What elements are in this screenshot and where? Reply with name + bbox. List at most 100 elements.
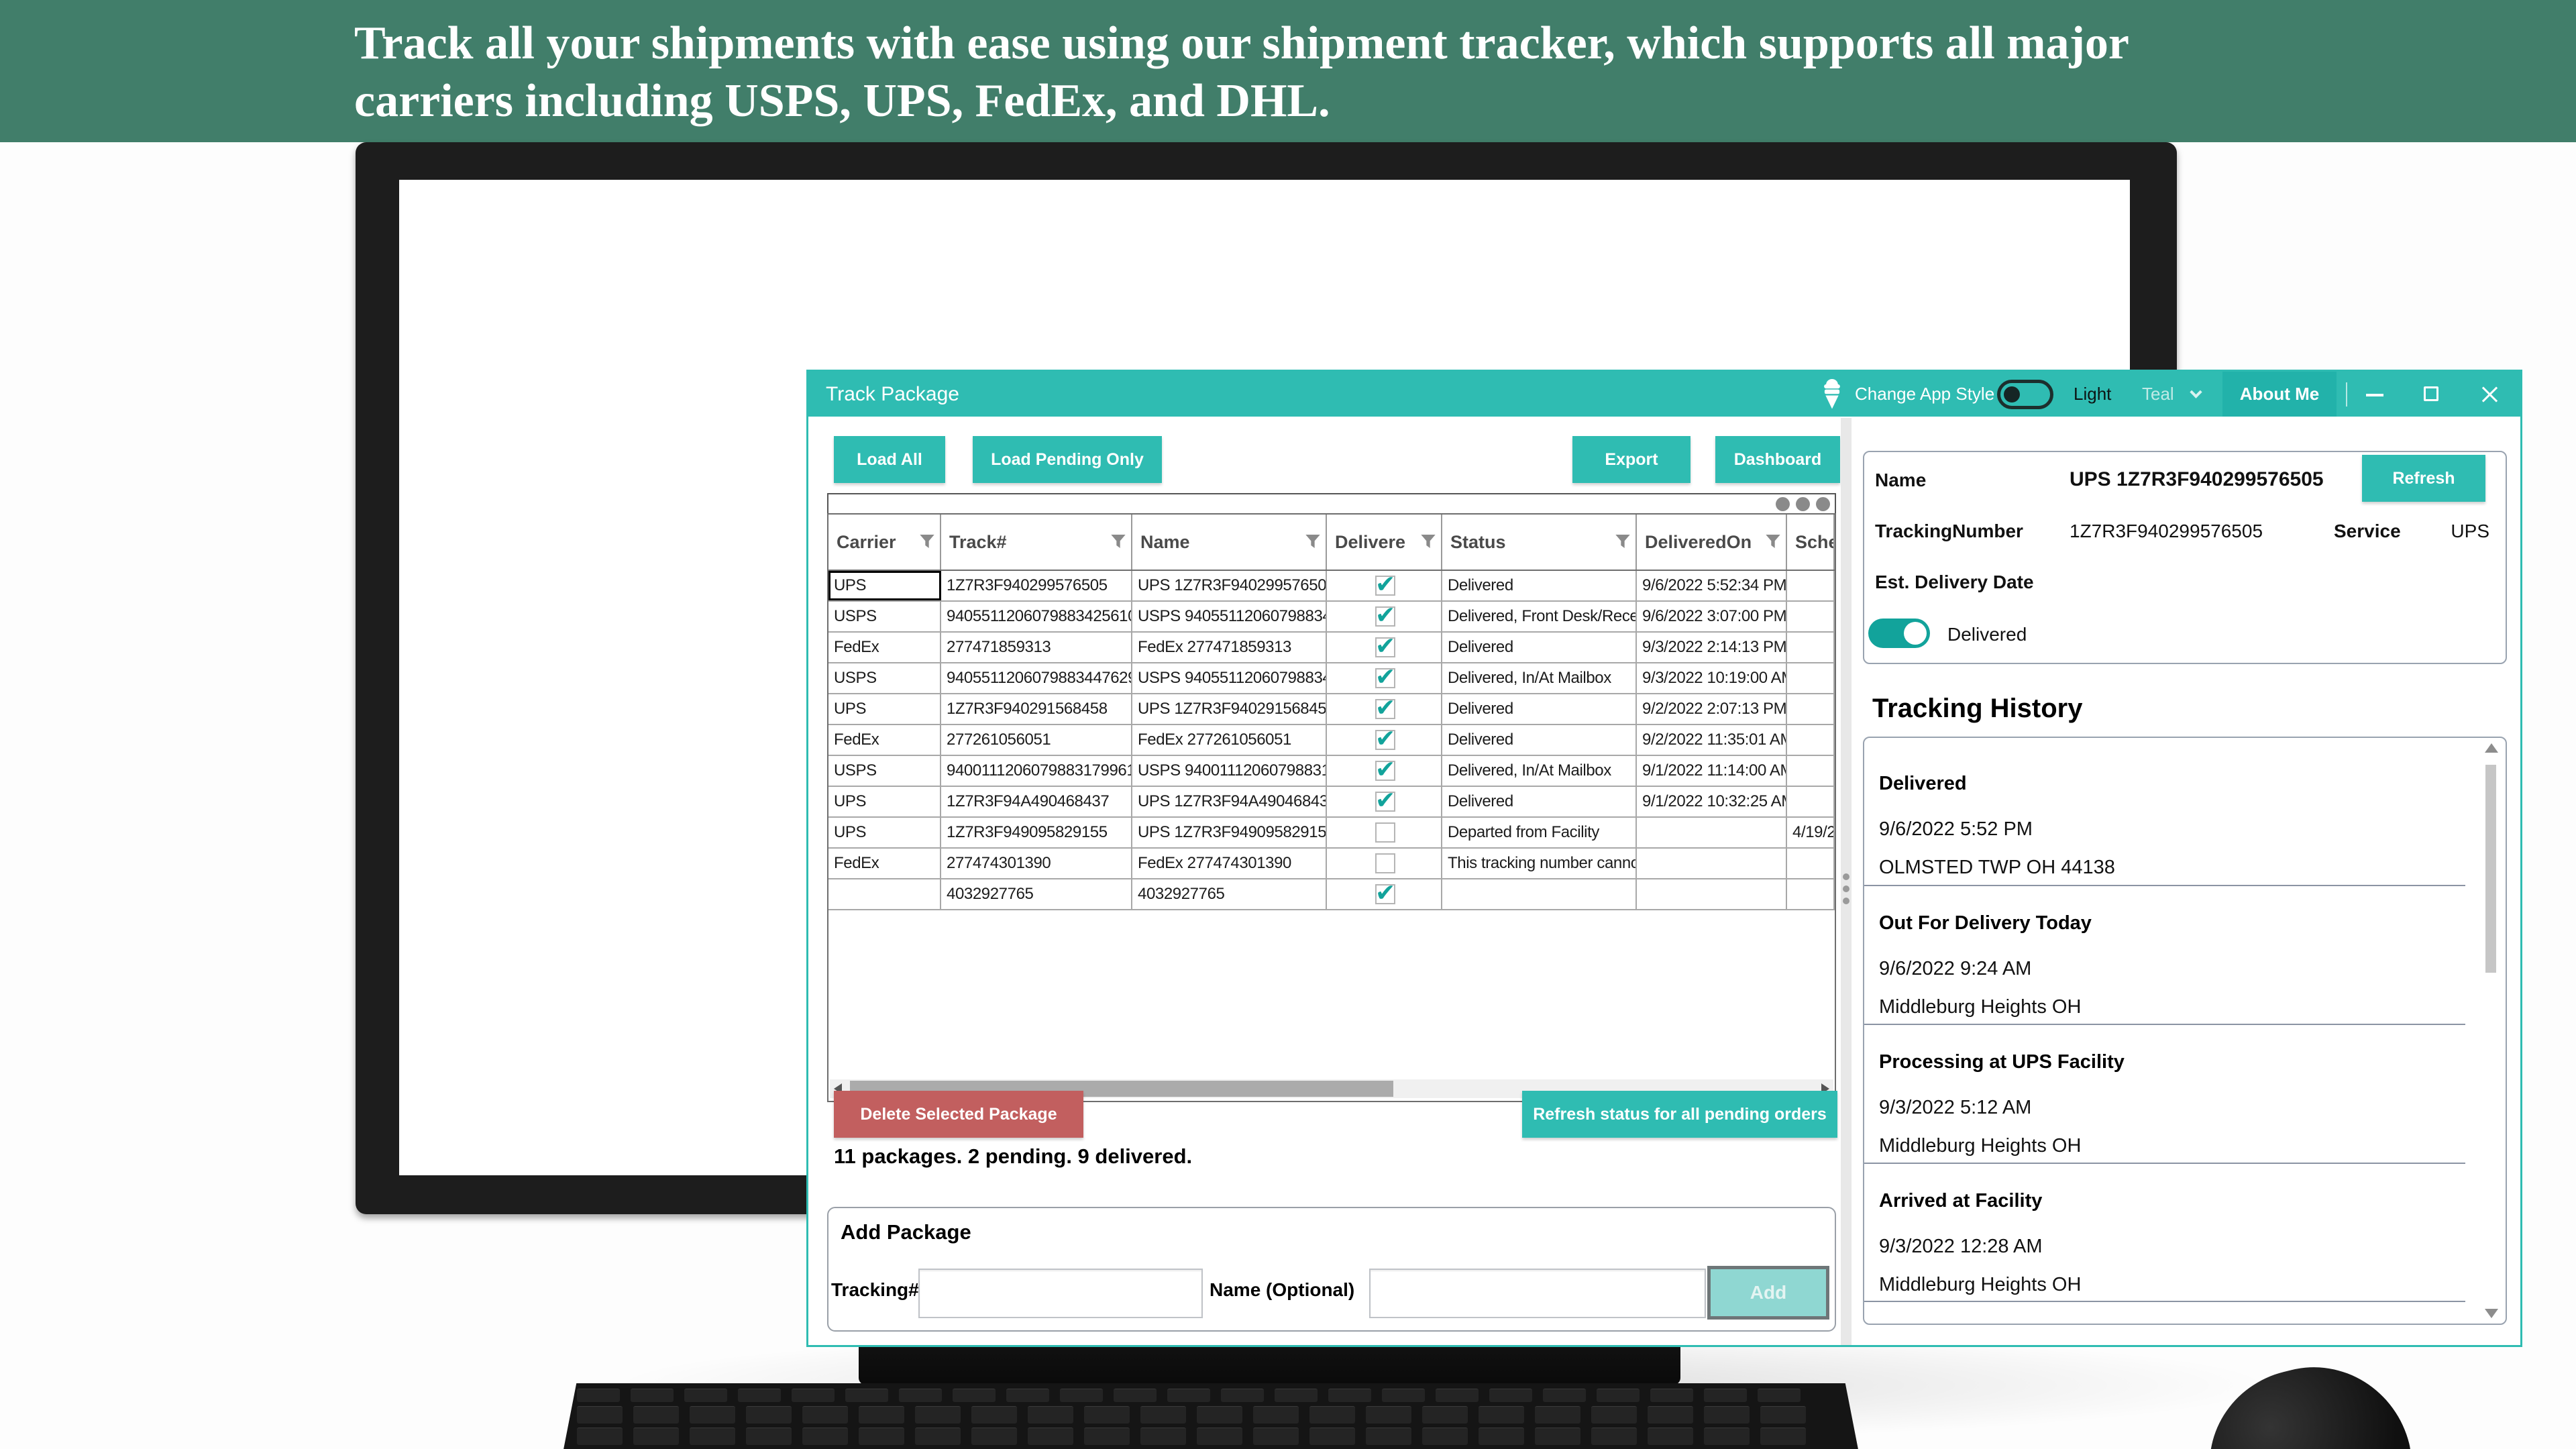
cell-name[interactable]: UPS 1Z7R3F940299576505 — [1132, 571, 1327, 600]
cell-track[interactable]: 1Z7R3F94A490468437 — [941, 787, 1132, 816]
package-name-input[interactable] — [1369, 1269, 1706, 1318]
cell-track[interactable]: 1Z7R3F949095829155 — [941, 818, 1132, 847]
cell-status[interactable]: Delivered — [1442, 725, 1637, 755]
cell-status[interactable]: Delivered — [1442, 787, 1637, 816]
cell-scheduled[interactable]: 4/19/2 — [1787, 818, 1835, 847]
cell-carrier[interactable]: USPS — [828, 602, 941, 631]
cell-delivered-on[interactable] — [1637, 879, 1787, 909]
cell-delivered-on[interactable]: 9/6/2022 5:52:34 PM — [1637, 571, 1787, 600]
minimize-icon[interactable] — [2366, 394, 2383, 396]
delivered-checkbox[interactable]: ✔ — [1375, 725, 1395, 752]
delivered-checkbox[interactable] — [1375, 822, 1395, 843]
cell-carrier[interactable]: UPS — [828, 571, 941, 600]
vertical-scrollbar-thumb[interactable] — [2485, 765, 2496, 973]
cell-name[interactable]: USPS 940011120607988317 — [1132, 756, 1327, 786]
add-package-button[interactable]: Add — [1707, 1266, 1829, 1320]
table-row[interactable]: FedEx 277471859313 FedEx 277471859313 ✔ Deli… — [828, 633, 1835, 663]
delivered-toggle[interactable] — [1868, 619, 1930, 648]
about-me-button[interactable]: About Me — [2222, 372, 2337, 417]
column-header-delivere[interactable]: Delivere — [1327, 515, 1442, 570]
table-row[interactable]: USPS 9405511206079883447629 USPS 940551120… — [828, 663, 1835, 694]
refresh-all-pending-button[interactable]: Refresh status for all pending orders — [1522, 1091, 1837, 1138]
table-row[interactable]: FedEx 277474301390 FedEx 277474301390 This … — [828, 849, 1835, 879]
cell-name[interactable]: UPS 1Z7R3F949095829155 — [1132, 818, 1327, 847]
maximize-icon[interactable] — [2424, 386, 2438, 401]
cell-name[interactable]: UPS 1Z7R3F94A490468437 — [1132, 787, 1327, 816]
cell-status[interactable]: Delivered — [1442, 633, 1637, 662]
dashboard-button[interactable]: Dashboard — [1715, 436, 1840, 483]
cell-scheduled[interactable] — [1787, 879, 1835, 909]
filter-funnel-icon[interactable] — [920, 532, 934, 553]
cell-name[interactable]: USPS 940551120607988344 — [1132, 663, 1327, 693]
cell-track[interactable]: 1Z7R3F940299576505 — [941, 571, 1132, 600]
column-header-track#[interactable]: Track# — [941, 515, 1132, 570]
cell-delivered-on[interactable] — [1637, 849, 1787, 878]
delivered-checkbox[interactable]: ✔ — [1375, 787, 1395, 814]
cell-scheduled[interactable] — [1787, 725, 1835, 755]
cell-carrier[interactable]: UPS — [828, 818, 941, 847]
cell-delivered-on[interactable] — [1637, 818, 1787, 847]
cell-status[interactable]: Delivered — [1442, 694, 1637, 724]
delivered-checkbox[interactable]: ✔ — [1375, 756, 1395, 783]
delivered-checkbox[interactable] — [1375, 853, 1395, 873]
cell-status[interactable]: Departed from Facility — [1442, 818, 1637, 847]
refresh-button[interactable]: Refresh — [2362, 455, 2485, 502]
theme-select-value[interactable]: Teal — [2142, 384, 2174, 404]
cell-carrier[interactable]: FedEx — [828, 725, 941, 755]
load-all-button[interactable]: Load All — [834, 436, 945, 483]
column-header-status[interactable]: Status — [1442, 515, 1637, 570]
cell-name[interactable]: FedEx 277471859313 — [1132, 633, 1327, 662]
load-pending-only-button[interactable]: Load Pending Only — [973, 436, 1162, 483]
vertical-scrollbar[interactable] — [2483, 742, 2500, 1320]
chevron-down-icon[interactable] — [2190, 386, 2202, 398]
cell-scheduled[interactable] — [1787, 633, 1835, 662]
cell-delivered-on[interactable]: 9/3/2022 10:19:00 AM — [1637, 663, 1787, 693]
export-button[interactable]: Export — [1572, 436, 1690, 483]
column-header-deliveredon[interactable]: DeliveredOn — [1637, 515, 1787, 570]
cell-delivered-on[interactable]: 9/2/2022 2:07:13 PM — [1637, 694, 1787, 724]
grid-options-bar[interactable] — [827, 493, 1836, 515]
cell-scheduled[interactable] — [1787, 571, 1835, 600]
cell-track[interactable]: 277471859313 — [941, 633, 1132, 662]
filter-funnel-icon[interactable] — [1305, 532, 1320, 553]
filter-funnel-icon[interactable] — [1766, 532, 1780, 553]
close-icon[interactable] — [2480, 384, 2500, 405]
cell-status[interactable]: Delivered, In/At Mailbox — [1442, 663, 1637, 693]
cell-track[interactable]: 277261056051 — [941, 725, 1132, 755]
cell-scheduled[interactable] — [1787, 849, 1835, 878]
delivered-checkbox[interactable]: ✔ — [1375, 694, 1395, 721]
cell-delivered-on[interactable]: 9/1/2022 10:32:25 AM — [1637, 787, 1787, 816]
theme-toggle[interactable] — [1997, 380, 2053, 409]
cell-carrier[interactable]: FedEx — [828, 849, 941, 878]
cell-carrier[interactable]: FedEx — [828, 633, 941, 662]
cell-status[interactable]: Delivered, In/At Mailbox — [1442, 756, 1637, 786]
delete-selected-package-button[interactable]: Delete Selected Package — [834, 1091, 1083, 1138]
cell-name[interactable]: UPS 1Z7R3F940291568458 — [1132, 694, 1327, 724]
cell-delivered-on[interactable]: 9/2/2022 11:35:01 AM — [1637, 725, 1787, 755]
cell-track[interactable]: 277474301390 — [941, 849, 1132, 878]
scroll-down-icon[interactable] — [2485, 1309, 2498, 1318]
cell-carrier[interactable]: USPS — [828, 663, 941, 693]
table-row[interactable]: UPS 1Z7R3F949095829155 UPS 1Z7R3F949095829… — [828, 818, 1835, 849]
table-row[interactable]: UPS 1Z7R3F940299576505 UPS 1Z7R3F940299576… — [828, 571, 1835, 602]
pane-splitter[interactable] — [1841, 418, 1851, 1345]
filter-funnel-icon[interactable] — [1421, 532, 1436, 553]
scroll-up-icon[interactable] — [2485, 743, 2498, 753]
cell-carrier[interactable]: UPS — [828, 694, 941, 724]
table-row[interactable]: 4032927765 4032927765 ✔ — [828, 879, 1835, 910]
cell-name[interactable]: USPS 940551120607988342 — [1132, 602, 1327, 631]
cell-track[interactable]: 9405511206079883425610 — [941, 602, 1132, 631]
delivered-checkbox[interactable]: ✔ — [1375, 571, 1395, 598]
cell-track[interactable]: 9400111206079883179961 — [941, 756, 1132, 786]
cell-status[interactable] — [1442, 879, 1637, 909]
filter-funnel-icon[interactable] — [1111, 532, 1126, 553]
column-header-sche[interactable]: Sche — [1787, 515, 1835, 570]
delivered-checkbox[interactable]: ✔ — [1375, 663, 1395, 690]
cell-scheduled[interactable] — [1787, 663, 1835, 693]
cell-track[interactable]: 4032927765 — [941, 879, 1132, 909]
cell-carrier[interactable]: USPS — [828, 756, 941, 786]
cell-name[interactable]: FedEx 277261056051 — [1132, 725, 1327, 755]
cell-scheduled[interactable] — [1787, 787, 1835, 816]
cell-scheduled[interactable] — [1787, 756, 1835, 786]
cell-track[interactable]: 1Z7R3F940291568458 — [941, 694, 1132, 724]
